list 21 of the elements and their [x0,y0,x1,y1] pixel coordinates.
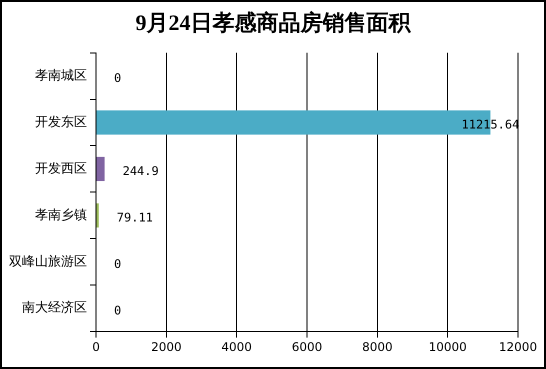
y-tick-label: 南大经济区 [22,300,87,316]
x-tick-label: 12000 [498,340,538,354]
x-tick-label: 2000 [151,340,182,354]
x-tick-label: 0 [92,340,100,354]
bar [96,156,105,182]
y-tick-label: 开发西区 [35,161,87,176]
y-tick-label: 双峰山旅游区 [9,254,87,270]
y-tick-label: 孝南城区 [35,68,87,84]
data-label: 11215.64 [462,118,520,132]
data-label: 0 [114,303,122,318]
x-tick-label: 8000 [362,340,393,354]
y-tick-label: 开发东区 [35,114,87,130]
data-label: 0 [114,71,122,86]
x-tick-label: 10000 [428,340,467,354]
chart-title: 9月24日孝感商品房销售面积 [134,9,412,37]
y-tick-label: 孝南乡镇 [35,208,87,223]
data-label: 79.11 [116,210,153,225]
x-tick-label: 6000 [292,340,322,354]
x-tick-label: 4000 [221,340,252,354]
data-label: 0 [114,257,122,272]
data-label: 244.9 [122,164,159,178]
